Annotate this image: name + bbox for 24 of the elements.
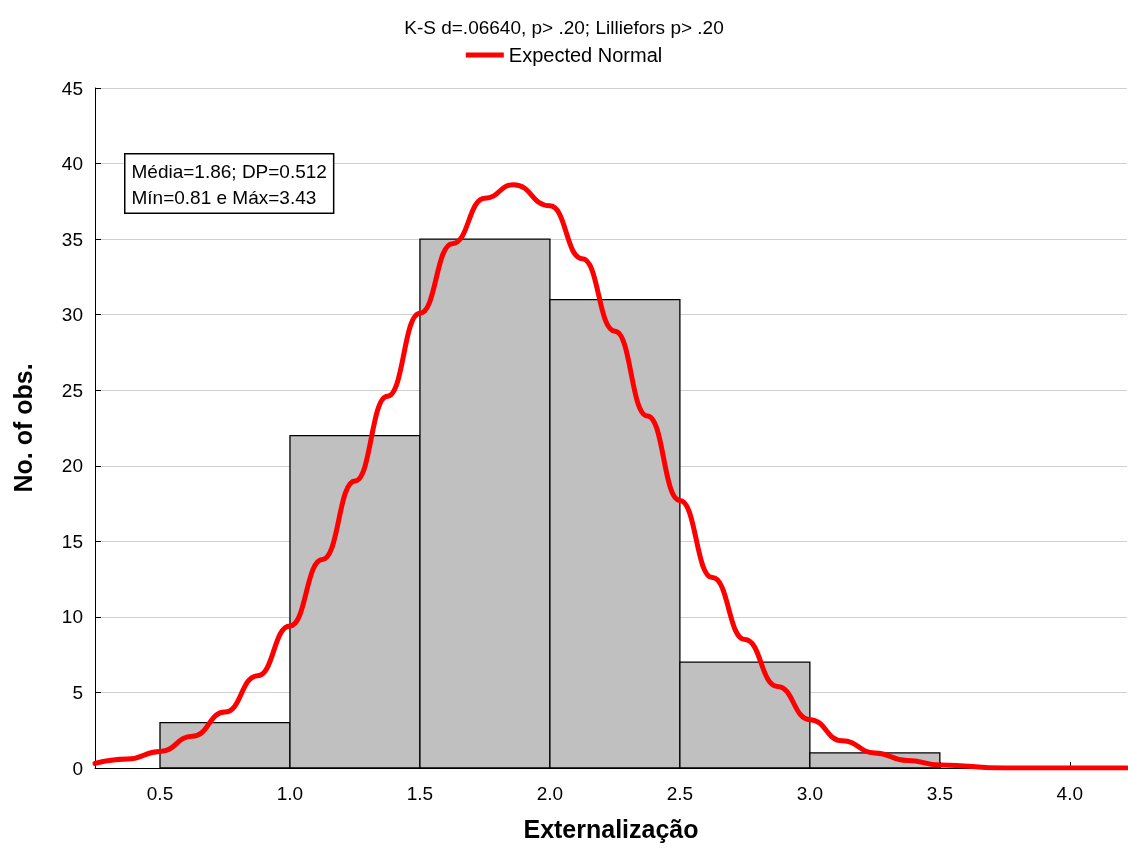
y-tick-label: 0 — [72, 757, 83, 779]
y-tick-label: 35 — [61, 228, 83, 250]
x-tick-label: 0.5 — [146, 783, 174, 804]
x-tick-label: 2.5 — [666, 783, 694, 804]
y-tick-label: 5 — [72, 681, 83, 703]
y-tick-label: 30 — [61, 304, 83, 326]
legend-label: Expected Normal — [508, 44, 663, 66]
y-tick-label: 40 — [61, 153, 83, 175]
y-tick-label: 10 — [61, 606, 83, 628]
x-tick-label: 1.0 — [276, 783, 304, 804]
y-tick-label: 45 — [61, 77, 83, 99]
x-tick-label: 3.0 — [796, 783, 824, 804]
x-tick-label: 2.0 — [536, 783, 564, 804]
x-tick-label: 3.5 — [926, 783, 954, 804]
annotation: Mín=0.81 e Máx=3.43 — [131, 187, 317, 208]
chart-title: K-S d=.06640, p> .20; Lilliefors p> .20 — [404, 17, 724, 38]
x-tick-label: 1.5 — [406, 783, 434, 804]
annotation: Média=1.86; DP=0.512 — [131, 161, 327, 182]
y-axis-title: No. of obs. — [8, 363, 37, 493]
y-tick-label: 15 — [61, 530, 83, 552]
x-axis-title: Externalização — [523, 814, 699, 843]
y-tick-label: 25 — [61, 379, 83, 401]
y-tick-label: 20 — [61, 455, 83, 477]
x-tick-label: 4.0 — [1056, 783, 1084, 804]
